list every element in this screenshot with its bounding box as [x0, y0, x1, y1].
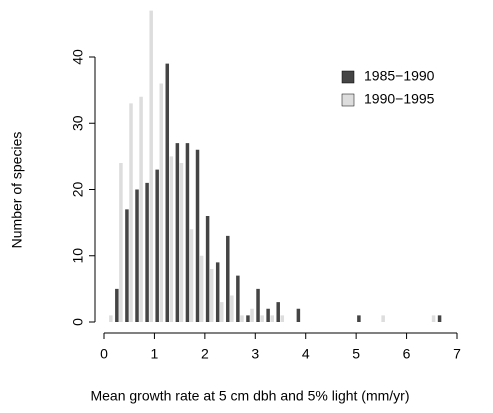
bar [266, 308, 270, 322]
legend-label: 1990−1995 [364, 91, 435, 107]
y-axis-label: Number of species [9, 132, 25, 249]
x-axis-label: Mean growth rate at 5 cm dbh and 5% ligh… [90, 388, 409, 404]
bar [270, 315, 274, 322]
bar [199, 255, 204, 322]
x-tick-label: 3 [251, 346, 259, 362]
bar [260, 315, 264, 322]
legend-swatch [341, 70, 355, 84]
bar [205, 216, 210, 322]
y-tick-label: 30 [70, 115, 86, 131]
bar [165, 63, 170, 322]
legend-swatch [341, 93, 355, 107]
bar [119, 163, 123, 322]
bar [240, 315, 244, 322]
bar [230, 295, 234, 322]
bar [381, 315, 385, 322]
bar [135, 189, 139, 322]
y-tick-label: 20 [70, 182, 86, 198]
bar [431, 315, 436, 322]
x-tick-label: 1 [151, 346, 159, 362]
x-tick-label: 0 [100, 346, 108, 362]
bar [215, 262, 220, 322]
bar [280, 315, 285, 322]
y-tick-label: 40 [70, 49, 86, 65]
bar [220, 302, 224, 322]
y-tick-label: 0 [70, 318, 86, 326]
bar [209, 269, 214, 322]
bar [185, 143, 190, 322]
bar [437, 315, 442, 322]
bar [145, 182, 149, 322]
bar [139, 96, 143, 322]
bar [159, 83, 164, 322]
bar [226, 235, 230, 322]
bar [276, 302, 280, 322]
x-tick-label: 5 [352, 346, 360, 362]
x-tick-label: 4 [302, 346, 310, 362]
bar [195, 149, 200, 322]
bar [357, 315, 361, 322]
bar [236, 275, 240, 322]
legend-label: 1985−1990 [364, 68, 435, 84]
bar [109, 315, 113, 322]
bar [155, 169, 159, 322]
bar [149, 10, 153, 322]
bar [250, 308, 254, 322]
bar [125, 209, 129, 322]
x-tick-label: 2 [201, 346, 209, 362]
x-tick-label: 6 [403, 346, 411, 362]
bar [175, 143, 180, 322]
bar [129, 103, 133, 322]
bar [115, 288, 119, 322]
bar [296, 308, 301, 322]
bar [256, 288, 260, 322]
bar [179, 163, 184, 322]
y-tick-label: 10 [70, 248, 86, 264]
bar [189, 229, 194, 322]
bar [246, 315, 250, 322]
x-tick-label: 7 [453, 346, 461, 362]
bar [169, 156, 174, 322]
